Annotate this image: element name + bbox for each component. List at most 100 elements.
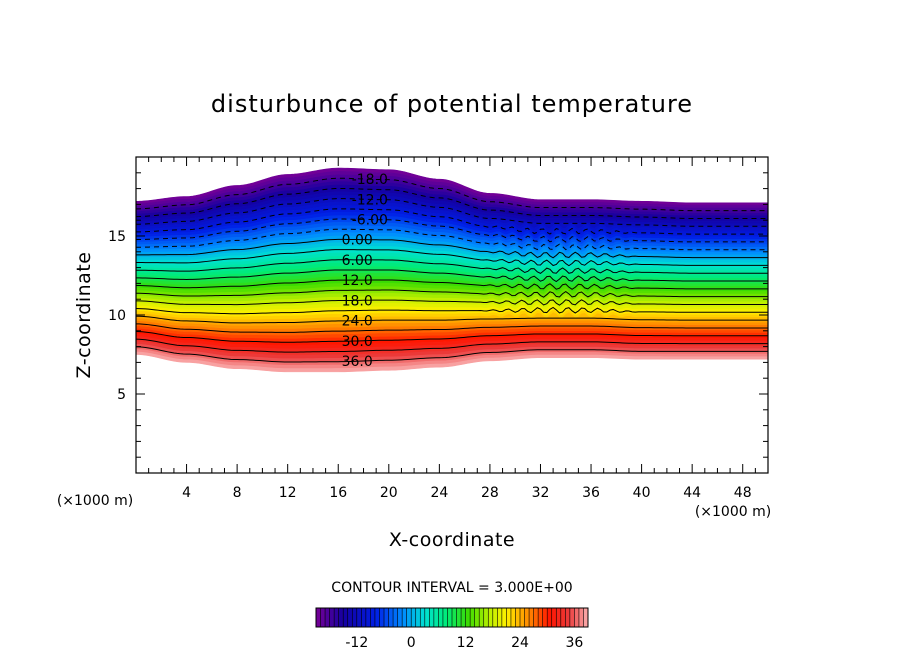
colorbar-tick-label: 36 bbox=[565, 635, 583, 651]
contour-line bbox=[136, 338, 768, 353]
colorbar-swatch bbox=[560, 608, 566, 627]
contour-label: -6.00 bbox=[352, 213, 388, 229]
colorbar-swatch bbox=[447, 608, 453, 627]
colorbar-swatch bbox=[402, 608, 407, 627]
colorbar-swatch bbox=[533, 608, 539, 627]
y-axis-label: Z-coordinate bbox=[73, 252, 95, 379]
axis-ticks bbox=[136, 157, 768, 473]
colorbar-swatch bbox=[438, 608, 444, 627]
x-tick-label: 36 bbox=[582, 485, 600, 501]
colorbar-swatch bbox=[374, 608, 380, 627]
contour-line bbox=[136, 259, 768, 274]
colorbar bbox=[316, 608, 589, 627]
colorbar-swatch bbox=[433, 608, 439, 627]
colorbar-swatch bbox=[510, 608, 516, 627]
colorbar-swatch bbox=[316, 608, 321, 627]
colorbar-swatch bbox=[356, 608, 362, 627]
contour-line bbox=[136, 187, 768, 219]
x-tick-label: 12 bbox=[279, 485, 297, 501]
colorbar-swatch bbox=[538, 608, 543, 627]
colorbar-swatch bbox=[429, 608, 435, 627]
colorbar-swatch bbox=[379, 608, 385, 627]
x-tick-label: 28 bbox=[481, 485, 499, 501]
colorbar-swatch bbox=[465, 608, 471, 627]
colorbar-swatch bbox=[329, 608, 335, 627]
contour-line bbox=[136, 331, 768, 343]
colorbar-swatch bbox=[497, 608, 503, 627]
colorbar-swatch bbox=[352, 608, 358, 627]
x-tick-label: 32 bbox=[532, 485, 550, 501]
y-tick-label: 10 bbox=[108, 308, 126, 324]
contour-label: 24.0 bbox=[342, 314, 373, 330]
colorbar-swatch bbox=[583, 608, 589, 627]
contour-label: 0.00 bbox=[342, 233, 373, 249]
colorbar-swatch bbox=[492, 608, 498, 627]
colorbar-swatch bbox=[515, 608, 521, 627]
colorbar-swatch bbox=[325, 608, 330, 627]
colorbar-tick-label: 12 bbox=[457, 635, 475, 651]
colorbar-swatch bbox=[384, 608, 389, 627]
colorbar-swatch bbox=[461, 608, 466, 627]
x-tick-label: 48 bbox=[734, 485, 752, 501]
contour-line bbox=[136, 323, 768, 333]
contour-label: 6.00 bbox=[342, 253, 373, 269]
contour-line bbox=[136, 346, 768, 363]
contour-line bbox=[136, 306, 768, 315]
contour-line bbox=[136, 289, 768, 298]
contour-line bbox=[136, 218, 768, 243]
x-tick-label: 20 bbox=[380, 485, 398, 501]
colorbar-swatch bbox=[452, 608, 457, 627]
colorbar-frame bbox=[315, 607, 589, 628]
x-tick-label: 44 bbox=[683, 485, 701, 501]
y-tick-labels: 5 10 15 bbox=[108, 229, 126, 403]
colorbar-swatch bbox=[388, 608, 394, 627]
contour-line bbox=[136, 238, 768, 259]
y-tick-label: 5 bbox=[117, 387, 126, 403]
contour-line bbox=[136, 299, 768, 306]
contour-labels: -18.0 -12.0 -6.00 0.00 6.00 12.0 18.0 24.0 30.0 3… bbox=[342, 172, 388, 370]
colorbar-swatch bbox=[456, 608, 462, 627]
colorbar-swatch bbox=[506, 608, 512, 627]
contour-line bbox=[136, 177, 768, 212]
colorbar-swatch bbox=[488, 608, 494, 627]
x-tick-label: 16 bbox=[329, 485, 347, 501]
colorbar-swatch bbox=[361, 608, 367, 627]
colorbar-swatch bbox=[347, 608, 353, 627]
contour-label: -18.0 bbox=[352, 172, 388, 188]
colorbar-swatch bbox=[569, 608, 575, 627]
contour-line bbox=[136, 198, 768, 227]
colorbar-tick-label: 24 bbox=[511, 635, 529, 651]
colorbar-swatch bbox=[424, 608, 430, 627]
x-unit-right: (×1000 m) bbox=[695, 504, 771, 520]
colorbar-swatch bbox=[542, 608, 548, 627]
colorbar-swatch bbox=[501, 608, 507, 627]
chart-title: disturbunce of potential temperature bbox=[211, 90, 693, 118]
x-tick-label: 8 bbox=[233, 485, 242, 501]
colorbar-tick-labels: -12 0 12 24 36 bbox=[345, 635, 583, 651]
contour-label: 36.0 bbox=[342, 354, 373, 370]
colorbar-swatch bbox=[393, 608, 398, 627]
contour-line bbox=[136, 249, 768, 267]
contour-label: 30.0 bbox=[342, 334, 373, 350]
y-tick-label: 15 bbox=[108, 229, 126, 245]
colorbar-swatch bbox=[556, 608, 562, 627]
contour-line bbox=[136, 269, 768, 283]
colorbar-swatch bbox=[420, 608, 426, 627]
colorbar-swatch bbox=[474, 608, 480, 627]
colorbar-swatch bbox=[524, 608, 530, 627]
colorbar-swatch bbox=[520, 608, 525, 627]
colorbar-swatch bbox=[397, 608, 403, 627]
colorbar-swatch bbox=[483, 608, 489, 627]
x-unit-left: (×1000 m) bbox=[57, 493, 133, 509]
contour-line bbox=[136, 208, 768, 235]
x-tick-labels: 4 8 12 16 20 24 28 32 36 40 44 48 bbox=[182, 485, 752, 501]
colorbar-tick-label: -12 bbox=[345, 635, 368, 651]
colorbar-swatch bbox=[547, 608, 553, 627]
colorbar-swatch bbox=[320, 608, 326, 627]
colorbar-swatch bbox=[415, 608, 421, 627]
colorbar-tick-label: 0 bbox=[407, 635, 416, 651]
x-tick-label: 4 bbox=[182, 485, 191, 501]
colorbar-swatch bbox=[365, 608, 371, 627]
colorbar-swatch bbox=[470, 608, 475, 627]
